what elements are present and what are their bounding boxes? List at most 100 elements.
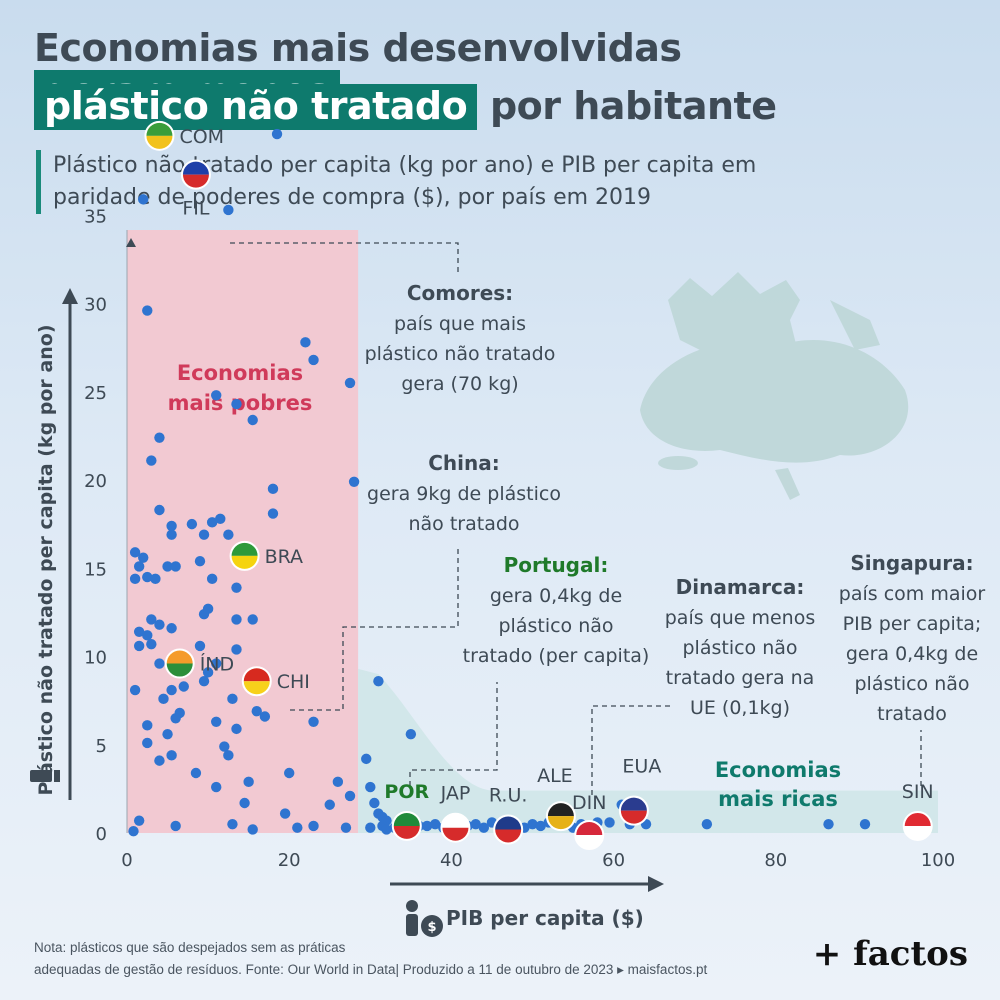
x-tick-label: 60 <box>602 850 625 871</box>
scatter-point <box>859 818 871 830</box>
annotation-leader-line <box>290 545 459 711</box>
country-label: R.U. <box>489 784 528 806</box>
scatter-point <box>154 755 165 766</box>
flag-bottom-half <box>547 816 574 830</box>
flag-top-half <box>231 542 258 556</box>
scatter-point <box>194 640 206 652</box>
flag-bottom-half <box>442 827 469 841</box>
scatter-point <box>166 750 177 761</box>
scatter-point <box>194 555 206 567</box>
plastic-fragment-shape <box>775 468 800 500</box>
person-body <box>406 914 418 936</box>
x-tick-label: 20 <box>278 850 301 871</box>
scatter-point <box>421 820 433 832</box>
flag-bottom-half <box>166 663 193 677</box>
subtitle-line: paridade de poderes de compra ($), por p… <box>53 185 652 210</box>
country-flag-chi <box>241 666 272 697</box>
scatter-point <box>247 414 258 426</box>
y-tick-label: 0 <box>96 824 107 845</box>
country-label: ÍND <box>200 653 234 676</box>
off-scale-marker <box>126 238 136 247</box>
scatter-point <box>701 818 713 830</box>
trash-bin-lid <box>54 770 60 782</box>
country-label: JAP <box>440 783 471 805</box>
country-flag-sin <box>902 810 933 841</box>
scatter-point <box>231 582 242 593</box>
scatter-point <box>247 824 258 835</box>
scatter-point <box>405 728 417 740</box>
flag-top-half <box>495 816 522 830</box>
scatter-point <box>259 711 271 722</box>
x-tick-label: 40 <box>440 850 463 871</box>
annotation-dinamarca-text: tratado gera na <box>666 667 815 689</box>
scatter-point <box>284 767 295 779</box>
scatter-point <box>138 194 149 205</box>
scatter-point <box>133 640 145 652</box>
scatter-point <box>348 476 360 487</box>
scatter-point <box>166 623 177 634</box>
annotation-dinamarca-text: plástico não <box>682 637 797 659</box>
scatter-point <box>308 716 319 728</box>
scatter-point <box>133 815 145 826</box>
y-axis-arrowhead <box>62 288 78 304</box>
scatter-point <box>223 750 234 761</box>
scatter-point <box>300 337 311 348</box>
country-label: DIN <box>572 792 606 814</box>
flag-top-half <box>166 650 193 664</box>
brand-logo: + factos <box>812 934 968 974</box>
rich-zone-label: mais ricas <box>718 787 838 811</box>
scatter-point <box>142 720 153 731</box>
annotation-portugal-heading: Portugal: <box>504 553 609 577</box>
annotation-leader-line <box>591 705 671 795</box>
scatter-point <box>369 797 380 809</box>
scatter-point <box>227 818 238 830</box>
scatter-point <box>138 552 149 563</box>
bottle-cap-shape <box>658 456 698 470</box>
country-label: FIL <box>182 198 210 220</box>
scatter-point <box>231 723 242 735</box>
scatter-point <box>478 822 490 833</box>
scatter-point <box>166 520 177 532</box>
poor-zone-label: Economias <box>177 361 303 385</box>
scatter-point <box>198 676 210 687</box>
annotation-china-text: gera 9kg de plástico <box>367 483 561 505</box>
flag-top-half <box>243 668 270 682</box>
footnote-line: adequadas de gestão de resíduos. Fonte: … <box>34 962 708 977</box>
trash-bin-icon <box>30 770 60 782</box>
scatter-point <box>324 799 335 810</box>
scatter-point <box>279 808 291 819</box>
rich-zone-label: Economias <box>715 758 841 782</box>
country-label: CHI <box>277 671 310 693</box>
scatter-point <box>154 432 165 443</box>
scatter-point <box>154 504 165 516</box>
country-flag-bra <box>229 540 260 571</box>
scatter-point <box>332 776 344 788</box>
annotation-singapura-text: PIB per capita; <box>843 613 982 635</box>
scatter-point <box>142 630 153 641</box>
annotation-dinamarca-text: UE (0,1kg) <box>690 697 790 719</box>
scatter-point <box>243 776 254 788</box>
scatter-point <box>340 822 352 833</box>
y-axis-label: Plástico não tratado per capita (kg por … <box>35 324 57 795</box>
scatter-point <box>211 658 222 669</box>
scatter-point <box>271 128 283 140</box>
scatter-point <box>823 818 834 830</box>
scatter-point <box>227 693 238 705</box>
scatter-point <box>146 455 157 466</box>
scatter-point <box>154 619 165 630</box>
scatter-point <box>146 614 157 625</box>
scatter-point <box>211 781 222 793</box>
scatter-point <box>267 483 279 495</box>
scatter-point <box>170 820 181 832</box>
y-tick-label: 20 <box>84 471 107 492</box>
rich-economies-zone <box>358 668 938 833</box>
annotation-comores-text: gera (70 kg) <box>401 373 518 395</box>
scatter-point <box>206 517 218 528</box>
country-label: COM <box>179 126 224 148</box>
flag-bottom-half <box>904 825 931 839</box>
scatter-point <box>381 824 392 835</box>
plastic-waste-illustration <box>640 272 909 500</box>
scatter-point <box>535 820 546 832</box>
scatter-point <box>470 818 481 830</box>
